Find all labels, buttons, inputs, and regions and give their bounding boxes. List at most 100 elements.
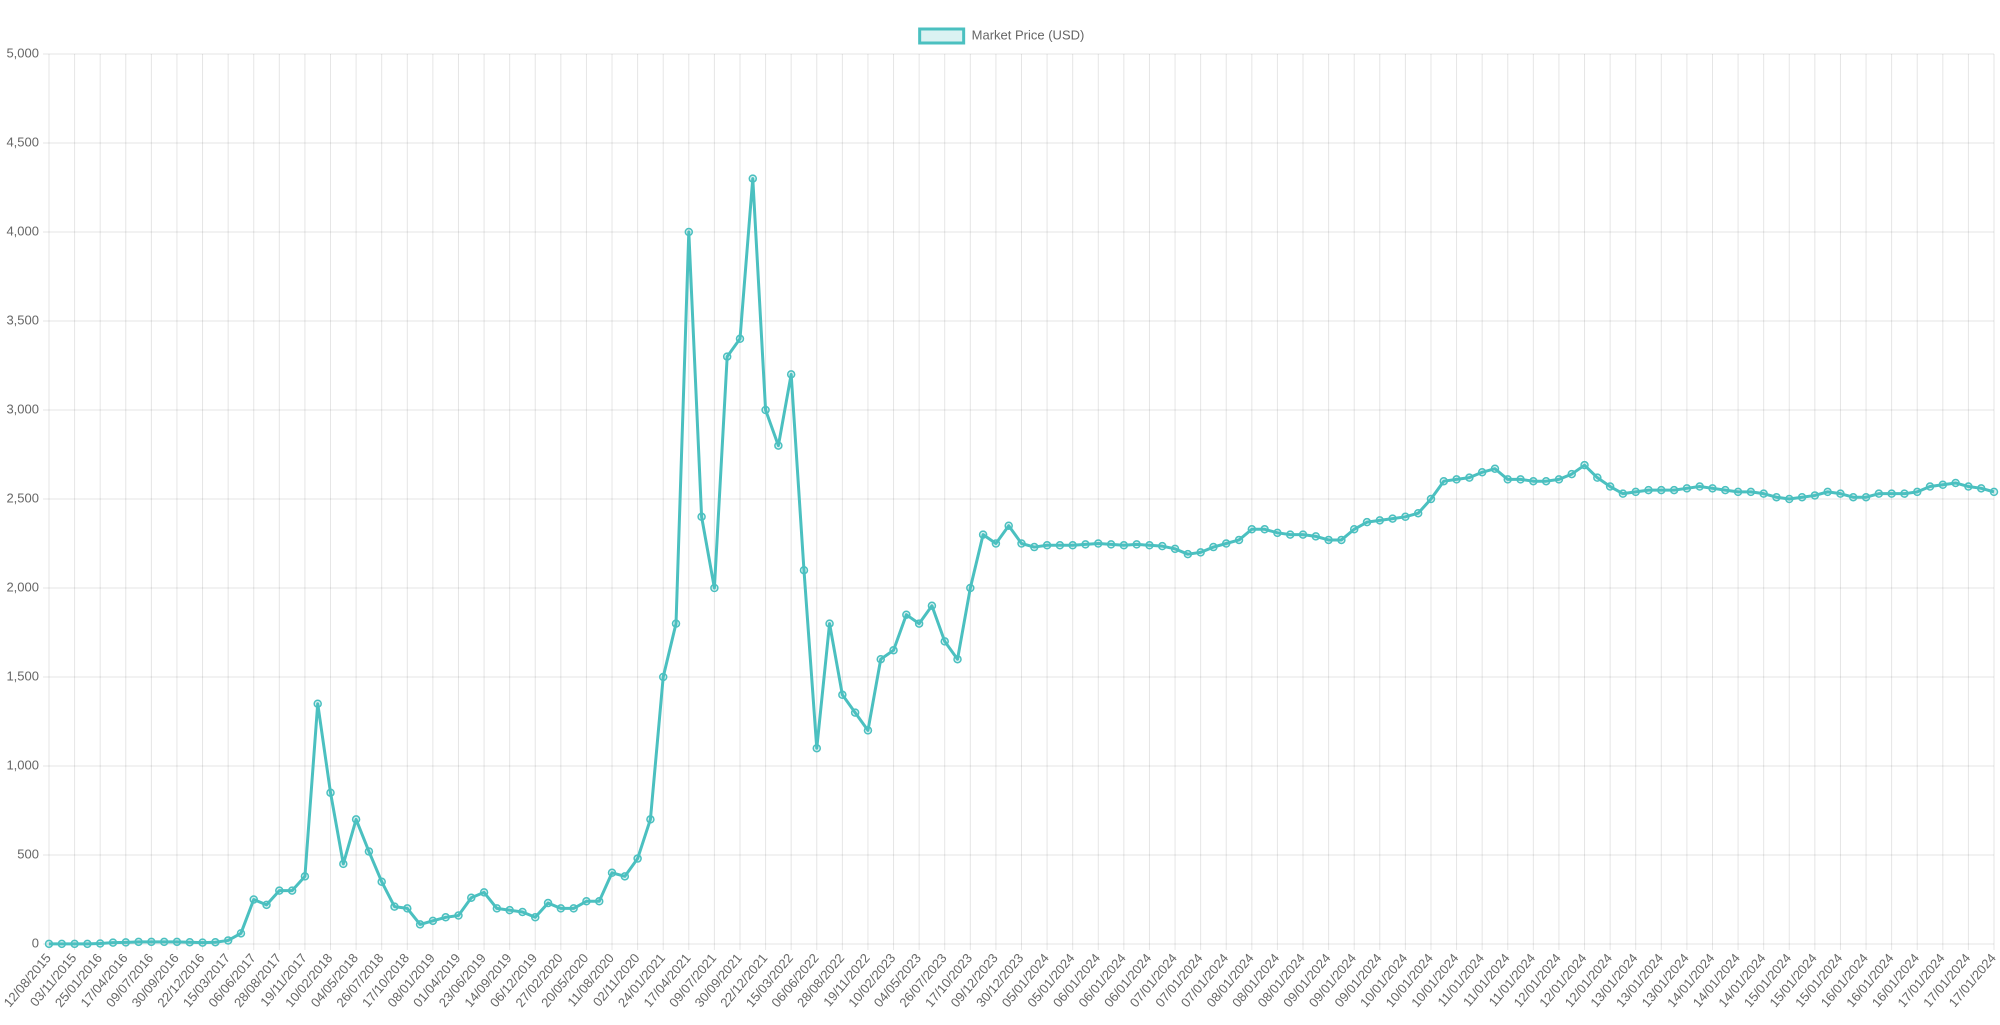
data-point (1349, 525, 1359, 534)
data-point (1516, 475, 1525, 484)
data-point (646, 815, 655, 824)
data-point (902, 610, 911, 619)
data-point (467, 893, 476, 902)
data-point (684, 227, 694, 237)
data-point (1503, 475, 1512, 484)
data-point (1618, 489, 1628, 498)
data-point (671, 619, 681, 628)
data-point (83, 939, 92, 949)
data-point (1081, 540, 1090, 549)
data-point (594, 897, 604, 906)
data-point (185, 937, 195, 947)
data-point (1529, 476, 1538, 486)
data-point (1465, 473, 1474, 482)
data-point (1951, 478, 1960, 488)
data-point (1145, 541, 1154, 550)
data-point (147, 937, 156, 947)
data-point (582, 897, 591, 906)
data-point (1631, 487, 1640, 497)
data-point (211, 937, 220, 947)
data-point (1132, 540, 1141, 549)
data-point (1030, 542, 1039, 552)
data-point (1017, 539, 1026, 548)
y-tick-label: 4,500 (6, 134, 39, 149)
data-point (1976, 484, 1986, 493)
data-point (1772, 492, 1781, 502)
data-point (658, 672, 668, 682)
data-point (198, 938, 207, 947)
data-point (722, 352, 732, 361)
data-point (710, 583, 719, 593)
data-point (236, 929, 246, 938)
data-point (428, 916, 438, 926)
data-point (390, 902, 399, 911)
data-point (1388, 514, 1397, 523)
data-point (1593, 473, 1602, 482)
data-point (556, 904, 566, 913)
data-point (1567, 469, 1576, 479)
data-point (543, 898, 553, 908)
data-point (1158, 541, 1167, 551)
data-point (1605, 482, 1615, 491)
data-point (1823, 487, 1832, 497)
data-point (492, 904, 502, 913)
data-point (633, 854, 642, 863)
data-point (863, 726, 873, 735)
data-point (1810, 491, 1820, 500)
data-point (1733, 487, 1743, 497)
data-point (1439, 476, 1449, 486)
data-point (313, 699, 322, 708)
data-point (914, 619, 924, 628)
data-point (1836, 489, 1845, 498)
data-point (1401, 512, 1410, 522)
data-point (121, 938, 131, 947)
y-tick-label: 1,500 (6, 668, 39, 683)
data-point (1887, 489, 1896, 498)
data-point (479, 888, 489, 897)
y-tick-label: 2,500 (6, 490, 39, 505)
data-point (799, 565, 809, 575)
data-point (953, 654, 962, 664)
data-point (1477, 468, 1487, 477)
data-point (774, 441, 783, 450)
data-point (287, 886, 297, 895)
data-point (812, 743, 822, 753)
legend-swatch (918, 27, 966, 45)
data-point (1337, 535, 1346, 545)
data-point (95, 939, 105, 948)
legend: Market Price (USD) (918, 27, 1084, 45)
data-point (607, 868, 617, 878)
y-tick-label: 4,000 (6, 223, 39, 238)
data-point (1759, 489, 1768, 498)
data-point (889, 646, 898, 655)
data-point (1311, 532, 1321, 541)
data-point (1209, 542, 1218, 552)
data-point (441, 913, 450, 922)
data-point (1324, 535, 1333, 545)
data-point (1541, 476, 1551, 486)
data-point (339, 859, 348, 869)
data-point (1260, 525, 1269, 534)
data-point (518, 907, 527, 917)
data-point (1695, 482, 1704, 491)
data-point (57, 939, 67, 949)
data-point (1413, 508, 1423, 518)
data-point (1900, 489, 1909, 498)
data-point (1785, 494, 1794, 504)
data-point (825, 619, 834, 628)
data-point (1580, 460, 1589, 470)
data-point (838, 690, 847, 700)
data-point (569, 904, 578, 913)
data-point (1042, 541, 1052, 550)
data-point (377, 877, 386, 886)
data-point (326, 788, 335, 797)
data-point (620, 872, 630, 881)
data-point (300, 872, 310, 881)
data-point (159, 937, 169, 947)
data-point (403, 904, 412, 913)
data-point (1426, 494, 1436, 504)
data-point (1644, 485, 1653, 495)
data-point (1848, 492, 1858, 502)
data-point (1068, 541, 1077, 550)
